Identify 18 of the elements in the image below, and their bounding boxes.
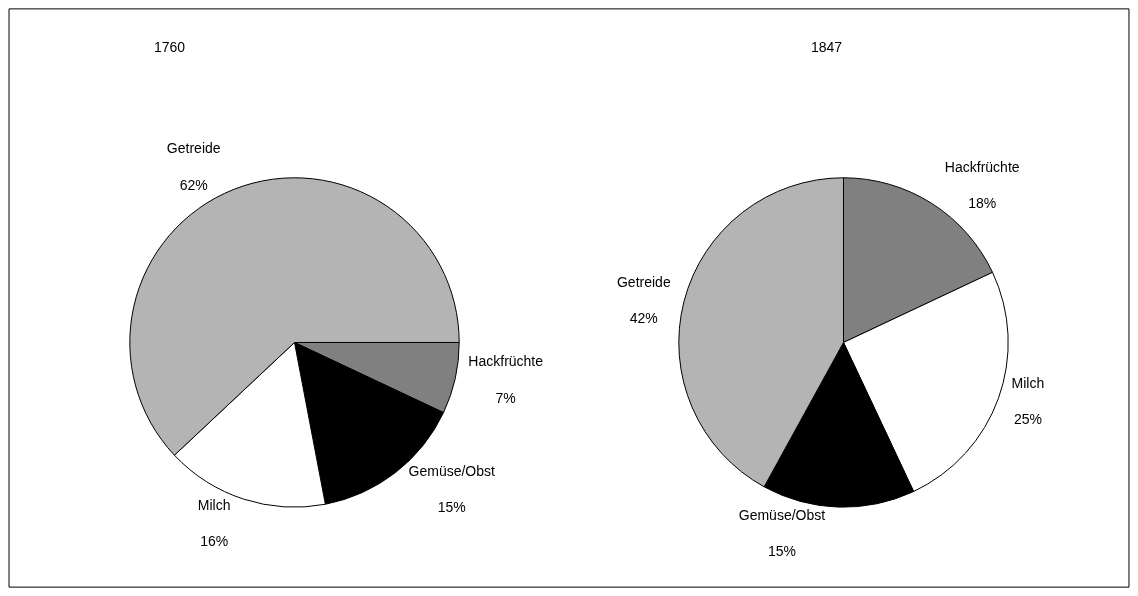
data-label: 16% [200, 533, 229, 550]
data-label: 25% [1013, 411, 1042, 428]
slice-label: Getreide [166, 140, 221, 157]
slice-label: Getreide [616, 273, 671, 290]
slice-label: Gemüse/Obst [738, 507, 826, 524]
data-label: 62% [179, 176, 208, 193]
data-label: 18% [968, 194, 997, 211]
slice-label: Milch [197, 496, 231, 513]
chart-title: 1847 [811, 39, 843, 55]
slice-label: Milch [1011, 375, 1045, 392]
chart-title: 1760 [154, 39, 186, 55]
slice-label: Hackfrüchte [468, 353, 544, 370]
slice-label: Gemüse/Obst [408, 462, 496, 479]
data-label: 15% [767, 543, 796, 560]
data-label: 15% [437, 499, 466, 516]
data-label: 42% [629, 310, 658, 327]
data-label: 7% [495, 389, 516, 406]
slice-label: Hackfrüchte [944, 158, 1020, 175]
